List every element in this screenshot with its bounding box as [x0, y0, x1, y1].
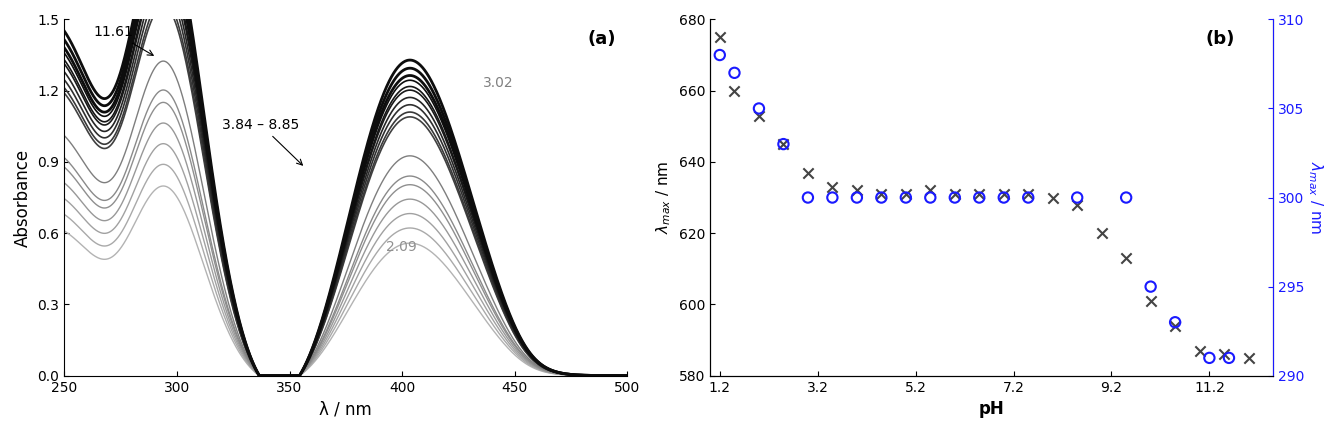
Point: [1018, 191, 1039, 197]
Text: 11.61: 11.61: [94, 25, 153, 55]
Point: [1018, 194, 1039, 201]
Point: [894, 194, 916, 201]
Point: [1139, 297, 1161, 304]
Point: [846, 194, 868, 201]
Point: [710, 51, 731, 58]
Point: [724, 70, 746, 76]
Point: [1115, 254, 1137, 261]
Y-axis label: $\lambda_{max}$ / nm: $\lambda_{max}$ / nm: [655, 161, 674, 234]
Point: [1189, 347, 1210, 354]
Point: [1139, 283, 1161, 290]
Point: [1042, 194, 1063, 201]
Text: 2.09: 2.09: [387, 240, 418, 254]
Point: [773, 141, 794, 148]
Point: [920, 194, 941, 201]
Y-axis label: Absorbance: Absorbance: [13, 149, 32, 247]
Point: [1198, 354, 1220, 361]
Point: [1237, 354, 1259, 361]
Point: [710, 34, 731, 41]
Point: [822, 184, 844, 191]
Y-axis label: $\lambda_{max}$ / nm: $\lambda_{max}$ / nm: [1307, 161, 1326, 234]
Point: [944, 191, 965, 197]
Point: [920, 187, 941, 194]
Point: [1165, 322, 1186, 329]
Point: [1091, 230, 1113, 237]
Point: [870, 194, 892, 201]
Point: [968, 191, 990, 197]
Point: [994, 194, 1015, 201]
Point: [797, 169, 818, 176]
Point: [1218, 354, 1240, 361]
Point: [822, 194, 844, 201]
Point: [944, 194, 965, 201]
Point: [749, 112, 770, 119]
Point: [1213, 351, 1235, 358]
Point: [894, 191, 916, 197]
Text: 3.02: 3.02: [483, 76, 514, 90]
Point: [994, 191, 1015, 197]
Point: [1066, 194, 1087, 201]
Point: [749, 105, 770, 112]
Text: 3.84 – 8.85: 3.84 – 8.85: [222, 118, 303, 165]
Point: [1115, 194, 1137, 201]
Point: [846, 187, 868, 194]
X-axis label: pH: pH: [979, 400, 1004, 418]
Text: (a): (a): [588, 30, 616, 48]
Point: [968, 194, 990, 201]
Point: [1165, 319, 1186, 326]
Point: [724, 87, 746, 94]
Point: [797, 194, 818, 201]
X-axis label: λ / nm: λ / nm: [320, 400, 372, 418]
Point: [1066, 201, 1087, 208]
Point: [870, 191, 892, 197]
Text: (b): (b): [1205, 30, 1235, 48]
Point: [773, 141, 794, 148]
